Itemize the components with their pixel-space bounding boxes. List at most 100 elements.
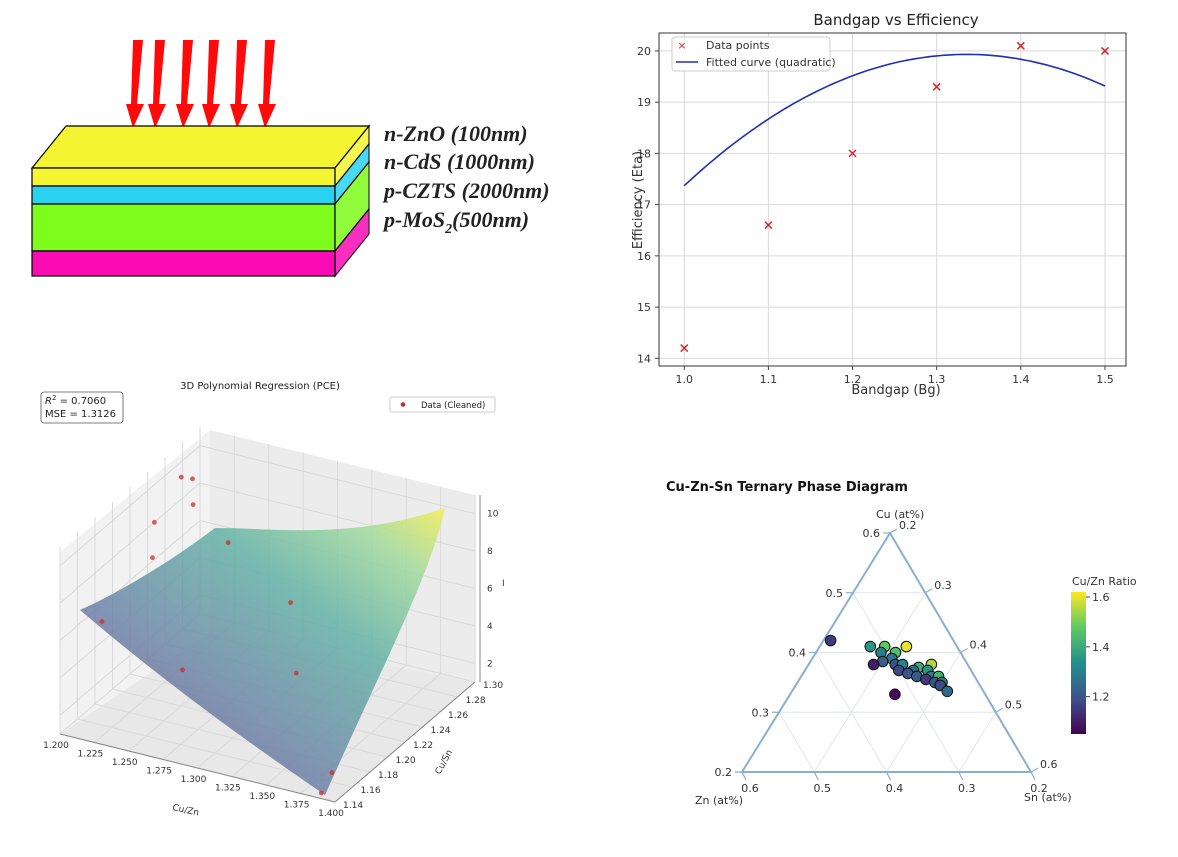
- y-tick-label: 14: [637, 352, 651, 365]
- y-axis-label: Cu/Sn: [434, 748, 455, 776]
- legend: Data (Cleaned): [389, 396, 496, 413]
- data-point: [889, 688, 901, 701]
- y-tick-label: 1.22: [413, 741, 433, 751]
- bandgap-efficiency-chart: Bandgap vs Efficiency 1.0 1.1 1.2 1.3 1.4 1.5…: [631, 11, 1127, 398]
- y-tick-label: 1.16: [361, 786, 381, 796]
- y-tick-label: 1.18: [378, 771, 398, 781]
- x-tick-label: 1.400: [318, 809, 344, 819]
- incident-light-arrows: [126, 40, 276, 128]
- colorbar-ticks: 1.6 1.4 1.2: [1086, 591, 1110, 704]
- sn-axis-label: Sn (at%): [1024, 791, 1072, 804]
- data-point: [867, 658, 880, 671]
- regression-surface: [80, 508, 445, 795]
- data-point: [329, 770, 335, 775]
- bottom-tick-label: 0.5: [814, 782, 832, 795]
- light-arrow: [126, 40, 144, 128]
- layer-stack: [30, 124, 371, 278]
- r-squared: R2 = 0.7060: [45, 394, 106, 407]
- plot-area: [658, 32, 1127, 367]
- right-tick-mark: [995, 707, 1004, 713]
- light-arrow: [202, 40, 220, 128]
- right-tick-mark: [924, 588, 933, 594]
- layer-label-czts: p-CZTS (2000nm): [382, 178, 550, 203]
- device-stack-diagram: n-ZnO (100nm) n-CdS (1000nm) p-CZTS (200…: [30, 40, 550, 278]
- bottom-tick-mark: [885, 771, 892, 781]
- ternary-tick-labels: 0.2 0.3 0.4 0.5 0.6 0.6 0.5 0.4 0.3 0.2 0.6 0.5 0.4 0…: [715, 519, 1058, 795]
- right-tick-mark: [960, 647, 968, 654]
- x-tick-label: 1.250: [112, 758, 138, 768]
- y-tick-label: 1.20: [396, 756, 416, 766]
- y-tick-label: 15: [637, 301, 651, 314]
- y-tick-label: 19: [637, 96, 651, 109]
- cds-front: [31, 185, 336, 205]
- right-tick-label: 0.3: [934, 579, 952, 592]
- z-tick-label: 8: [487, 547, 493, 557]
- data-point: [225, 540, 231, 546]
- z-gridline: [59, 445, 476, 567]
- data-point: [864, 640, 877, 653]
- bottom-tick-mark: [741, 771, 747, 781]
- left-tick-label: 0.3: [752, 706, 770, 719]
- data-point-marker: [1100, 46, 1109, 55]
- x-axis-label: Cu/Zn: [171, 803, 199, 818]
- data-point: [190, 502, 196, 507]
- legend: × Data points Fitted curve (quadratic): [671, 36, 836, 72]
- colorbar-label: Cu/Zn Ratio: [1072, 575, 1137, 588]
- y-tick-label: 17: [637, 199, 651, 212]
- y-tick-label: 20: [637, 45, 651, 58]
- legend-data-points: Data points: [706, 39, 770, 52]
- bottom-tick-label: 0.2: [1030, 782, 1048, 795]
- right-tick-mark: [889, 528, 898, 534]
- left-tick-label: 0.2: [715, 766, 733, 779]
- x-tick-label: 1.0: [675, 373, 693, 386]
- data-point: [288, 600, 293, 605]
- x-axis-label: Bandgap (Bg): [851, 383, 940, 398]
- z-tick-label: 4: [487, 622, 493, 632]
- czts-front: [31, 203, 336, 252]
- light-arrow: [148, 40, 166, 128]
- z-tick-labels: 2 4 6 8 10: [487, 510, 499, 670]
- right-tick-label: 0.5: [1005, 698, 1023, 711]
- colorbar-tick-label: 1.6: [1092, 591, 1110, 604]
- data-point: [99, 619, 105, 624]
- x-tick-label: 1.300: [181, 775, 207, 785]
- layer-label-mos2: p-MoS2(500nm): [382, 207, 529, 237]
- layer-label-cds: n-CdS (1000nm): [384, 149, 535, 174]
- x-tick-label: 1.1: [760, 373, 778, 386]
- y-axis-line: [334, 681, 476, 803]
- left-tick-label: 0.6: [863, 527, 881, 540]
- y-tick-label: 1.14: [343, 801, 363, 811]
- zn-gridline: [852, 592, 960, 773]
- data-points: [824, 634, 954, 701]
- data-point: [190, 476, 195, 482]
- z-tick-label: 2: [487, 659, 493, 669]
- light-arrow: [176, 40, 194, 128]
- zn-gridline: [778, 711, 815, 773]
- data-point-marker: [848, 149, 857, 158]
- sn-gridline: [958, 711, 997, 773]
- legend-marker-x: ×: [677, 39, 686, 52]
- x-tick-label: 1.2: [844, 373, 862, 386]
- y-gridline: [77, 532, 353, 788]
- data-points: [99, 474, 335, 796]
- zn-gridline: [815, 652, 887, 773]
- cu-axis-label: Cu (at%): [876, 508, 924, 521]
- surface-fill: [80, 508, 445, 795]
- data-point: [318, 790, 324, 796]
- zno-top-face: [30, 125, 371, 169]
- legend-marker: [400, 402, 406, 407]
- x-tick-label: 1.350: [249, 792, 275, 802]
- data-point: [150, 555, 155, 561]
- mos2-side: [334, 207, 370, 278]
- data-point: [824, 634, 837, 647]
- y-tick-labels: 14 15 16 17 18 19 20: [637, 45, 659, 365]
- data-point: [180, 667, 185, 673]
- x-tick-label: 1.5: [1096, 373, 1114, 386]
- fitted-curve: [683, 53, 1106, 187]
- x-tick-label: 1.200: [43, 741, 69, 751]
- data-point-marker: [932, 82, 941, 91]
- bottom-tick-mark: [813, 771, 819, 781]
- x-tick-label: 1.325: [215, 784, 241, 794]
- y-tick-label: 1.24: [431, 726, 451, 736]
- chart-title: Cu-Zn-Sn Ternary Phase Diagram: [666, 480, 908, 495]
